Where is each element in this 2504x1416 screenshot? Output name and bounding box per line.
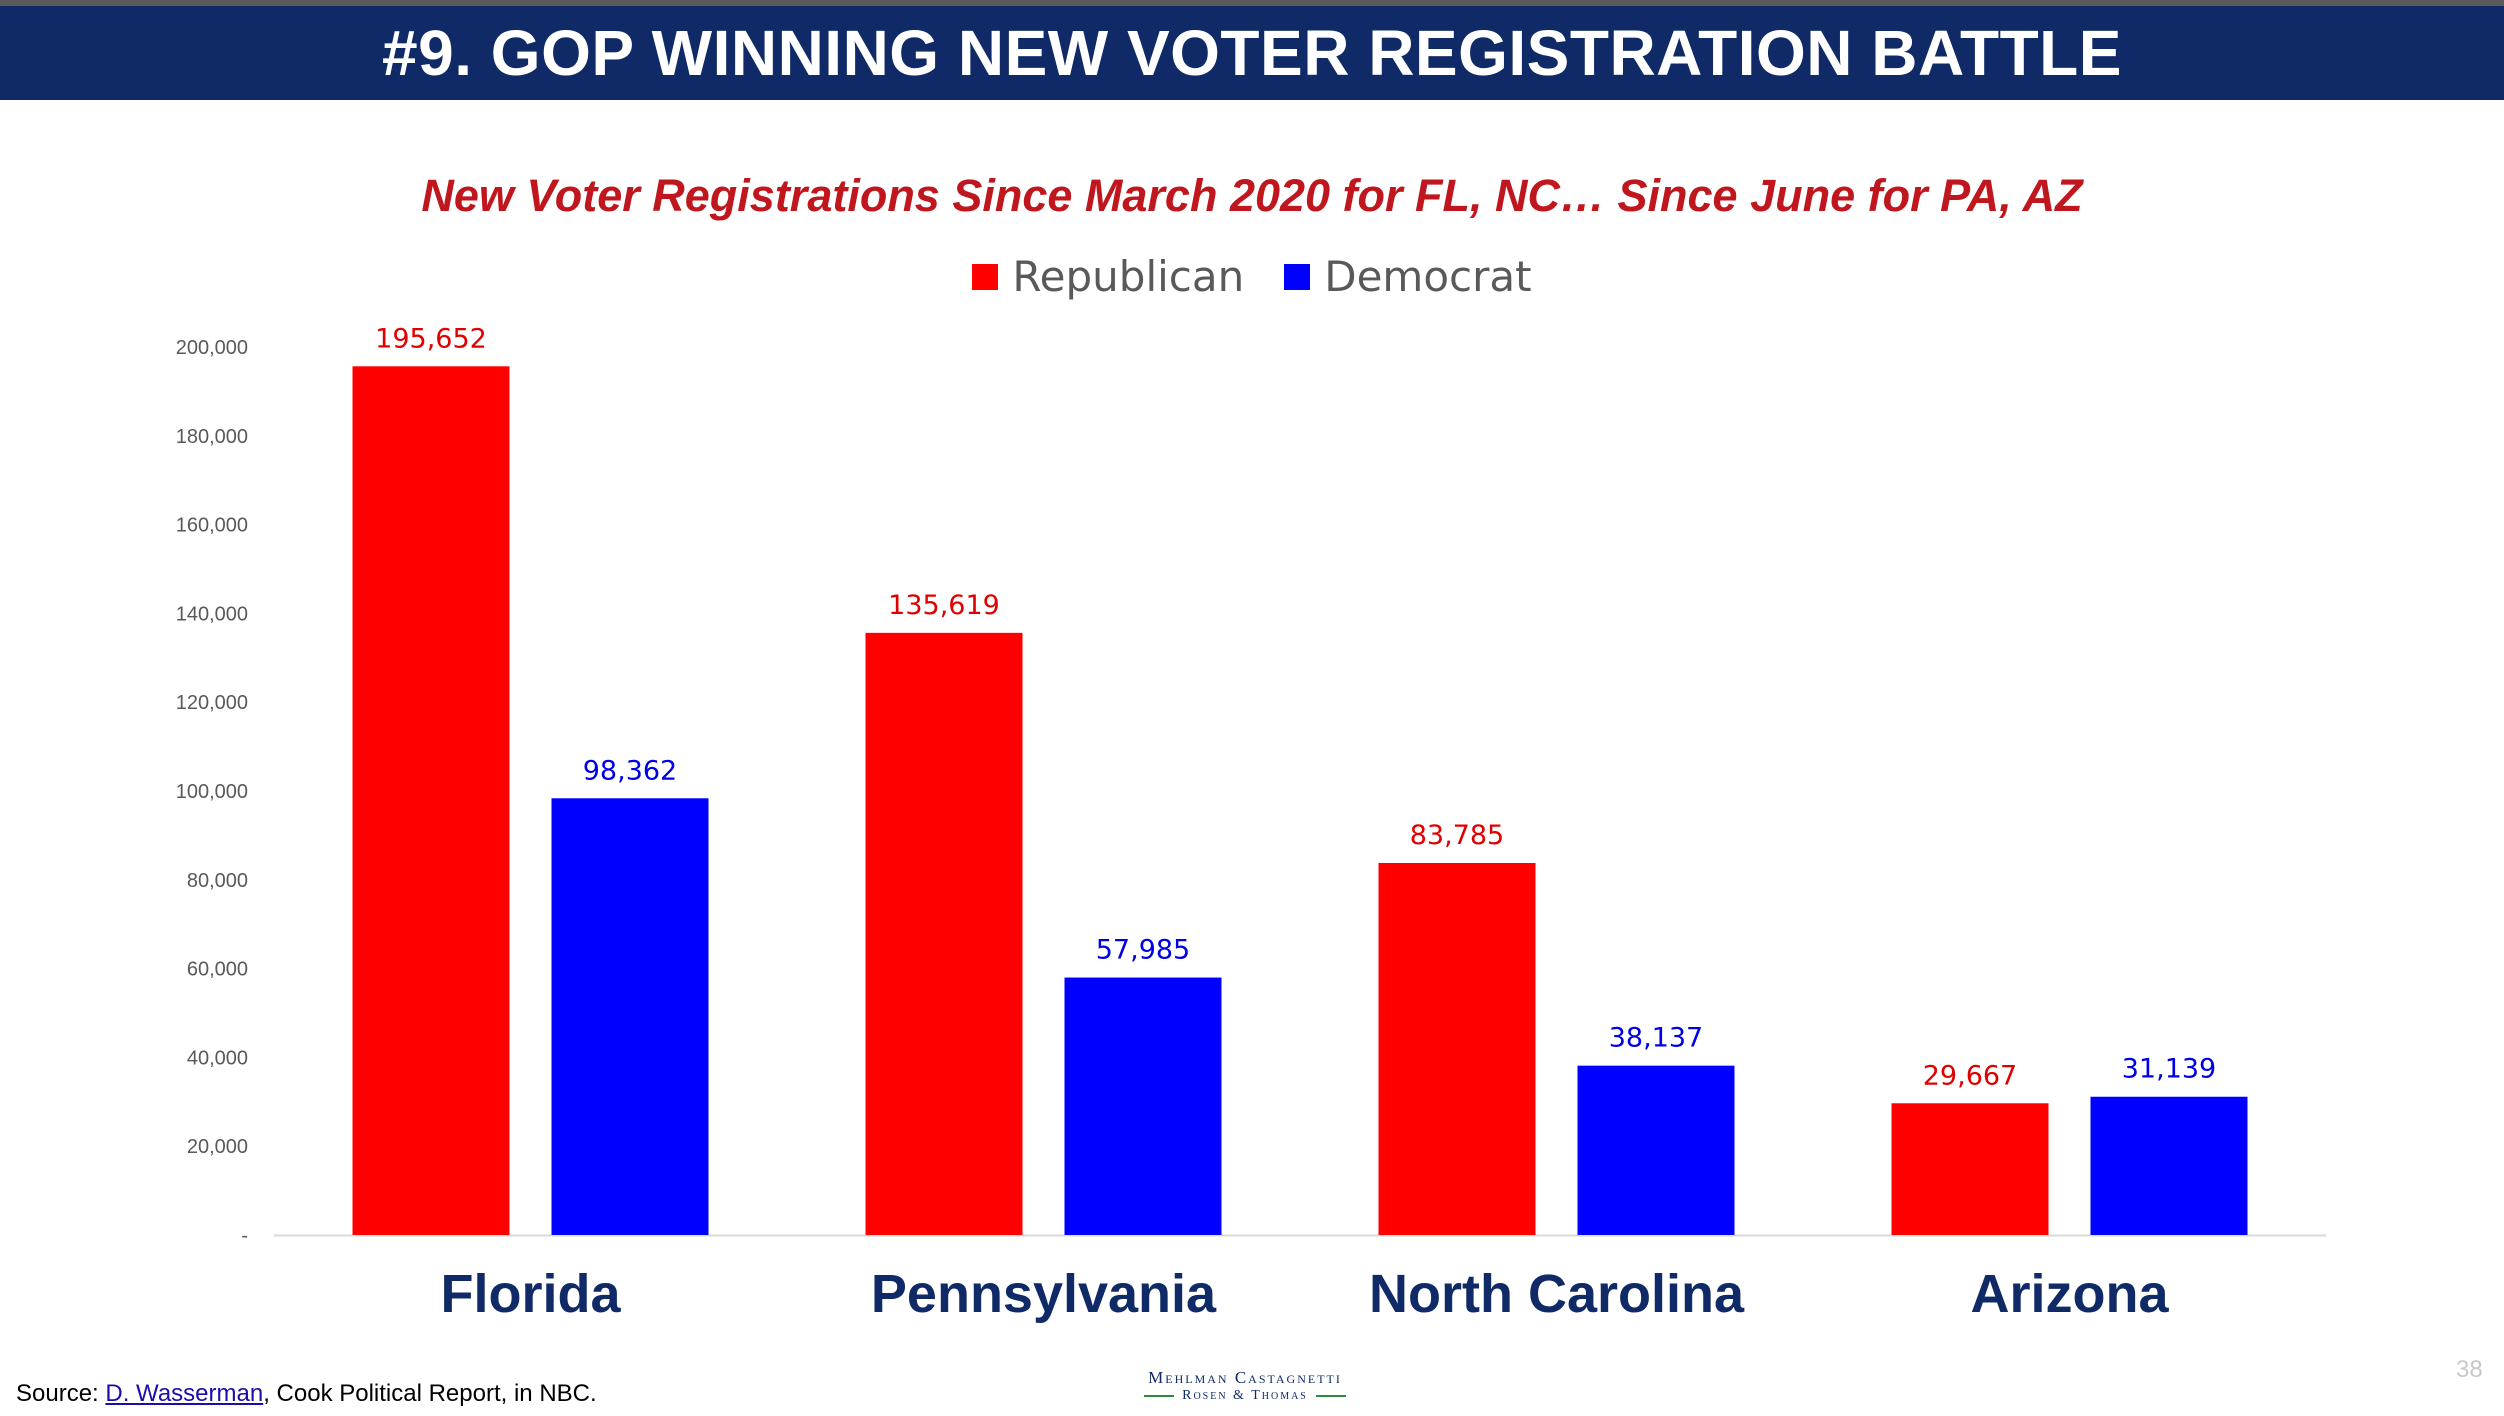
data-label-democrat: 31,139 (2122, 1054, 2216, 1085)
logo-line-2-row: Rosen & Thomas (1130, 1388, 1360, 1404)
legend-swatch-republican (972, 263, 999, 290)
bar-democrat-florida (551, 798, 709, 1235)
x-category-label: North Carolina (1369, 1264, 1745, 1324)
bar-republican-florida (352, 366, 510, 1235)
data-label-democrat: 98,362 (583, 755, 677, 786)
data-label-republican: 195,652 (375, 323, 487, 354)
logo-line-1: Mehlman Castagnetti (1148, 1368, 1342, 1387)
y-tick-label: 60,000 (187, 959, 248, 981)
bar-republican-arizona (1891, 1103, 2049, 1235)
bar-democrat-pennsylvania (1064, 977, 1222, 1235)
logo-line-2: Rosen & Thomas (1182, 1388, 1308, 1403)
legend-item-republican: Republican (972, 252, 1244, 301)
x-category-label: Pennsylvania (871, 1264, 1217, 1324)
data-label-democrat: 57,985 (1096, 935, 1190, 966)
y-tick-label: 140,000 (176, 603, 248, 625)
bar-republican-pennsylvania (865, 632, 1023, 1235)
legend-swatch-democrat (1284, 263, 1311, 290)
y-tick-label: - (241, 1225, 248, 1247)
source-suffix: , Cook Political Report, in NBC. (263, 1380, 597, 1407)
bar-democrat-north-carolina (1577, 1065, 1735, 1235)
page-number: 38 (2456, 1356, 2483, 1383)
chart-title: New Voter Registrations Since March 2020… (421, 170, 2083, 221)
y-tick-label: 80,000 (187, 870, 248, 892)
y-tick-label: 20,000 (187, 1136, 248, 1158)
company-logo: Mehlman Castagnetti Rosen & Thomas (1130, 1368, 1360, 1404)
logo-rule-left (1144, 1395, 1175, 1397)
bar-chart: - 20,000 40,000 60,000 80,000 100,000 120,000 1… (176, 323, 2326, 1324)
data-label-republican: 29,667 (1923, 1060, 2017, 1091)
bar-democrat-arizona (2090, 1096, 2248, 1235)
legend-item-democrat: Democrat (1284, 252, 1532, 301)
y-tick-label: 40,000 (187, 1047, 248, 1069)
bar-republican-north-carolina (1378, 862, 1536, 1235)
chart-legend: Republican Democrat (0, 252, 2504, 301)
data-label-democrat: 38,137 (1609, 1023, 1703, 1054)
y-tick-label: 180,000 (176, 426, 248, 448)
logo-rule-right (1315, 1395, 1346, 1397)
x-category-label: Florida (440, 1264, 621, 1324)
source-prefix: Source: (16, 1380, 106, 1407)
y-tick-label: 200,000 (176, 337, 248, 359)
y-tick-label: 100,000 (176, 781, 248, 803)
data-label-republican: 83,785 (1410, 820, 1504, 851)
page-title: #9. GOP WINNING NEW VOTER REGISTRATION B… (382, 17, 2122, 89)
legend-label-democrat: Democrat (1324, 252, 1532, 301)
top-rule (0, 0, 2504, 6)
header-bar: #9. GOP WINNING NEW VOTER REGISTRATION B… (0, 6, 2504, 100)
y-tick-label: 160,000 (176, 515, 248, 537)
data-label-republican: 135,619 (888, 590, 1000, 621)
x-category-label: Arizona (1970, 1264, 2169, 1324)
y-tick-label: 120,000 (176, 692, 248, 714)
legend-label-republican: Republican (1012, 252, 1245, 301)
source-note: Source: D. Wasserman, Cook Political Rep… (16, 1380, 597, 1408)
source-link[interactable]: D. Wasserman (105, 1380, 264, 1407)
